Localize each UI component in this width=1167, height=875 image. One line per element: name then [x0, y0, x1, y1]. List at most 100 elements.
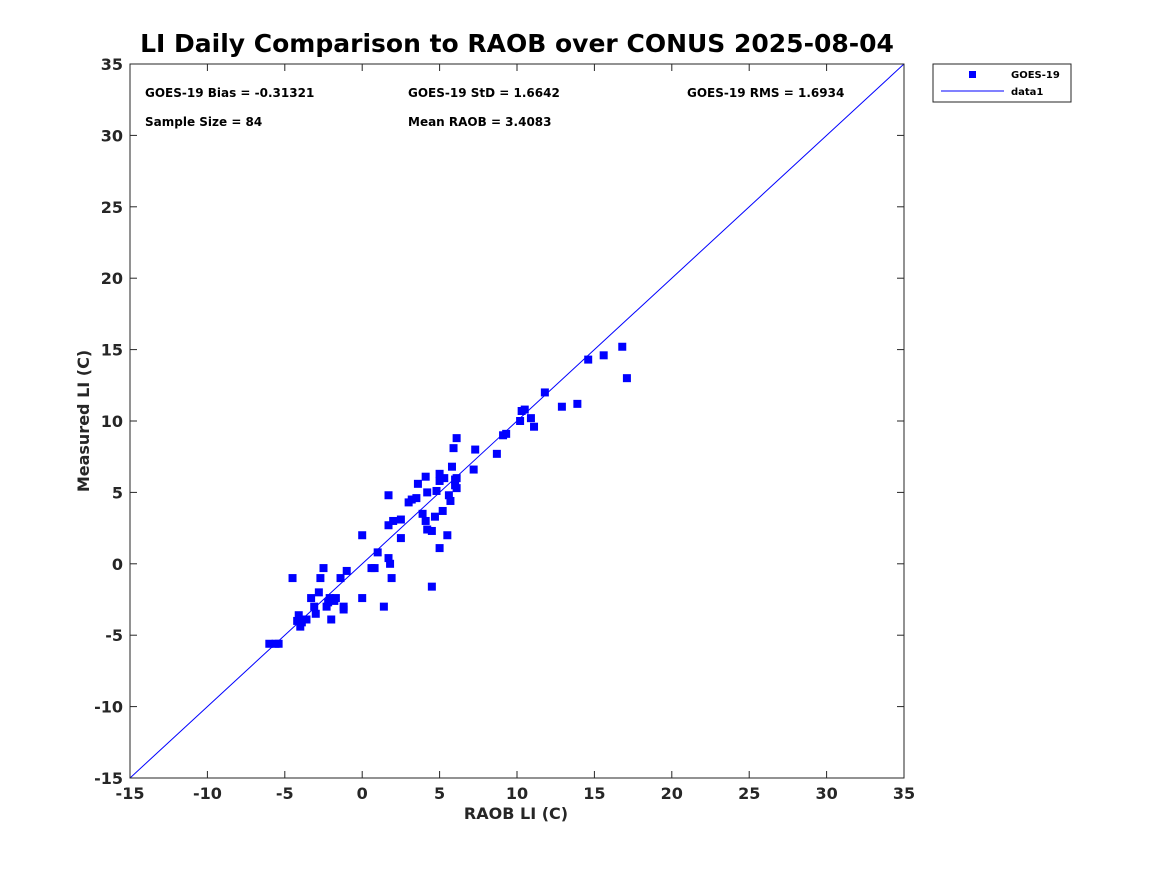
data-point-82: [618, 342, 627, 351]
data-point-68: [471, 445, 480, 454]
y-axis-label: Measured LI (C): [74, 350, 93, 492]
legend-marker-goes19: [969, 71, 976, 78]
data-point-53: [435, 469, 444, 478]
data-point-25: [358, 531, 367, 540]
data-point-38: [396, 534, 405, 543]
data-point-10: [310, 602, 319, 611]
data-point-61: [449, 444, 458, 453]
data-point-79: [573, 399, 582, 408]
data-point-44: [421, 472, 430, 481]
data-point-29: [373, 548, 382, 557]
y-tick-label-5: 10: [101, 412, 123, 431]
data-point-36: [389, 516, 398, 525]
data-point-51: [432, 486, 441, 495]
stat-rms: GOES-19 RMS = 1.6934: [687, 86, 844, 100]
legend-label-data1: data1: [1011, 87, 1043, 98]
y-tick-label-2: -5: [105, 626, 123, 645]
data-point-48: [427, 526, 436, 535]
data-point-3: [288, 574, 297, 583]
data-point-54: [435, 476, 444, 485]
data-point-23: [339, 605, 348, 614]
data-point-52: [435, 544, 444, 553]
x-tick-label-7: 20: [661, 784, 683, 803]
data-point-72: [516, 417, 525, 425]
stat-sample-size: Sample Size = 84: [145, 115, 262, 129]
data-point-14: [319, 564, 328, 573]
x-tick-label-10: 35: [893, 784, 915, 803]
data-point-42: [413, 479, 422, 488]
data-point-71: [502, 429, 511, 438]
data-point-6: [296, 622, 305, 631]
data-point-26: [358, 594, 367, 603]
scatter-series-goes19: [265, 342, 631, 648]
data-point-9: [307, 594, 316, 603]
data-point-32: [384, 521, 393, 530]
x-tick-label-6: 15: [583, 784, 605, 803]
y-tick-label-1: -10: [94, 698, 123, 717]
data-point-60: [447, 462, 456, 471]
data-point-49: [427, 582, 436, 591]
data-point-11: [311, 609, 320, 618]
x-axis-label: RAOB LI (C): [464, 804, 568, 823]
data-point-83: [622, 374, 631, 383]
x-tick-label-5: 10: [506, 784, 528, 803]
data-point-13: [316, 574, 325, 583]
y-tick-label-10: 35: [101, 55, 123, 74]
y-tick-label-3: 0: [112, 555, 123, 574]
data-point-55: [438, 506, 447, 515]
data-point-50: [430, 512, 439, 521]
data-point-80: [584, 355, 593, 364]
y-axis: -15 -10 -5 0 5 10 15 20 25 30 35: [94, 55, 904, 788]
x-tick-label-2: -5: [276, 784, 294, 803]
data-point-31: [384, 491, 393, 500]
data-point-41: [412, 494, 421, 503]
data-point-77: [540, 388, 549, 397]
data-point-37: [396, 515, 405, 524]
x-axis: -15 -10 -5 0 5 10 15 20 25 30 35: [116, 64, 915, 803]
data-point-64: [452, 434, 461, 443]
data-point-5: [294, 611, 303, 620]
data-point-74: [520, 405, 529, 414]
data-point-35: [387, 574, 396, 583]
data-point-56: [440, 474, 449, 483]
data-point-75: [526, 414, 535, 423]
data-point-8: [302, 615, 311, 624]
data-point-69: [492, 449, 501, 458]
y-tick-label-9: 30: [101, 126, 123, 145]
data-point-30: [379, 602, 388, 611]
chart-title: LI Daily Comparison to RAOB over CONUS 2…: [140, 29, 894, 58]
data-point-58: [444, 491, 453, 500]
data-point-46: [423, 525, 432, 534]
data-point-17: [325, 594, 334, 603]
data-point-66: [452, 474, 461, 483]
x-tick-label-3: 0: [357, 784, 368, 803]
data-point-67: [469, 465, 478, 474]
y-tick-label-8: 25: [101, 198, 123, 217]
x-tick-label-1: -10: [193, 784, 222, 803]
data-point-4: [293, 616, 302, 625]
legend-box: [932, 63, 1072, 103]
data-point-47: [423, 488, 432, 497]
data-point-7: [297, 618, 306, 627]
data-point-57: [443, 531, 452, 540]
data-point-43: [418, 509, 427, 518]
stat-bias: GOES-19 Bias = -0.31321: [145, 86, 314, 100]
data-point-81: [599, 351, 608, 360]
data-point-12: [314, 588, 323, 597]
y-tick-label-4: 5: [112, 483, 123, 502]
legend: GOES-19 data1: [932, 63, 1072, 103]
y-tick-label-0: -15: [94, 769, 123, 788]
x-tick-label-4: 5: [434, 784, 445, 803]
x-tick-label-9: 30: [815, 784, 837, 803]
data-point-65: [452, 484, 461, 493]
data-point-40: [407, 495, 416, 504]
data-point-28: [370, 564, 379, 573]
x-tick-label-8: 25: [738, 784, 760, 803]
data-point-24: [342, 566, 351, 575]
data-point-20: [331, 594, 340, 603]
data-point-34: [386, 559, 395, 568]
data-point-0: [265, 639, 274, 648]
data-point-18: [327, 615, 336, 624]
